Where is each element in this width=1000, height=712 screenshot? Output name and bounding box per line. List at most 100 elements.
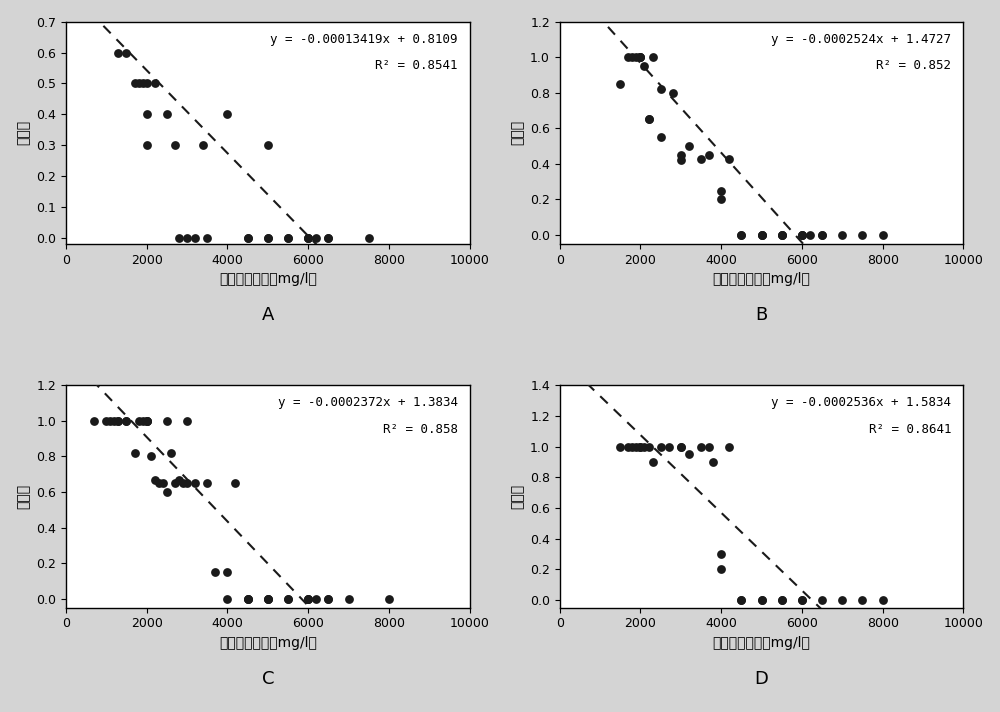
Point <box>308 232 324 244</box>
Point <box>794 229 810 241</box>
Point <box>163 447 179 459</box>
Text: R² = 0.8641: R² = 0.8641 <box>869 423 951 436</box>
Point <box>814 595 830 606</box>
Point <box>320 593 336 604</box>
Point <box>713 548 729 560</box>
Text: R² = 0.858: R² = 0.858 <box>383 423 458 436</box>
Point <box>159 108 175 120</box>
Point <box>300 593 316 604</box>
Point <box>86 415 102 426</box>
Point <box>139 415 155 426</box>
Point <box>834 595 850 606</box>
Text: R² = 0.8541: R² = 0.8541 <box>375 59 458 73</box>
Point <box>179 478 195 489</box>
Point <box>167 478 183 489</box>
Point <box>199 478 215 489</box>
Point <box>754 595 770 606</box>
Point <box>135 78 151 89</box>
Point <box>155 478 171 489</box>
Text: C: C <box>262 670 274 688</box>
Point <box>240 232 256 244</box>
Point <box>300 232 316 244</box>
Point <box>159 486 175 498</box>
Point <box>187 478 203 489</box>
Point <box>106 415 122 426</box>
Point <box>713 185 729 197</box>
Point <box>641 114 657 125</box>
Point <box>110 415 126 426</box>
Point <box>110 47 126 58</box>
Point <box>139 415 155 426</box>
Point <box>175 478 191 489</box>
Point <box>681 140 697 152</box>
Point <box>774 595 790 606</box>
Point <box>673 155 689 166</box>
Point <box>794 229 810 241</box>
Text: y = -0.0002524x + 1.4727: y = -0.0002524x + 1.4727 <box>771 33 951 46</box>
Y-axis label: 站次比: 站次比 <box>17 120 31 145</box>
Point <box>139 108 155 120</box>
Point <box>260 593 276 604</box>
Point <box>139 415 155 426</box>
Point <box>794 595 810 606</box>
Point <box>260 593 276 604</box>
Point <box>834 229 850 241</box>
Point <box>179 232 195 244</box>
Point <box>227 478 243 489</box>
Point <box>875 595 891 606</box>
Point <box>320 593 336 604</box>
Point <box>636 61 652 72</box>
Point <box>632 51 648 63</box>
Text: A: A <box>262 306 274 324</box>
Point <box>645 456 661 468</box>
Point <box>300 232 316 244</box>
Point <box>733 595 749 606</box>
Point <box>167 140 183 151</box>
Point <box>774 229 790 241</box>
Point <box>636 441 652 452</box>
Point <box>320 232 336 244</box>
Point <box>854 595 870 606</box>
Point <box>139 78 155 89</box>
Point <box>151 478 167 489</box>
Point <box>673 441 689 452</box>
Point <box>381 593 397 604</box>
Point <box>774 595 790 606</box>
Point <box>628 51 644 63</box>
Point <box>147 474 163 486</box>
Y-axis label: 滚圈比: 滚圈比 <box>510 120 524 145</box>
Point <box>361 232 377 244</box>
Point <box>612 441 628 452</box>
Point <box>199 232 215 244</box>
Point <box>139 140 155 151</box>
Point <box>754 229 770 241</box>
Point <box>127 447 143 459</box>
Point <box>179 415 195 426</box>
Point <box>721 153 737 164</box>
Point <box>260 232 276 244</box>
Point <box>207 566 223 577</box>
Point <box>612 78 628 90</box>
Point <box>701 150 717 161</box>
Point <box>300 232 316 244</box>
Point <box>794 595 810 606</box>
Point <box>110 415 126 426</box>
Point <box>118 415 134 426</box>
Point <box>147 78 163 89</box>
Point <box>641 114 657 125</box>
Point <box>280 232 296 244</box>
Point <box>705 456 721 468</box>
Point <box>260 593 276 604</box>
Point <box>118 47 134 58</box>
Point <box>721 441 737 452</box>
Point <box>814 229 830 241</box>
Point <box>673 441 689 452</box>
Point <box>308 593 324 604</box>
Point <box>131 78 147 89</box>
Point <box>102 415 118 426</box>
Point <box>774 229 790 241</box>
Point <box>159 415 175 426</box>
Point <box>300 593 316 604</box>
Point <box>693 441 709 452</box>
Point <box>628 441 644 452</box>
